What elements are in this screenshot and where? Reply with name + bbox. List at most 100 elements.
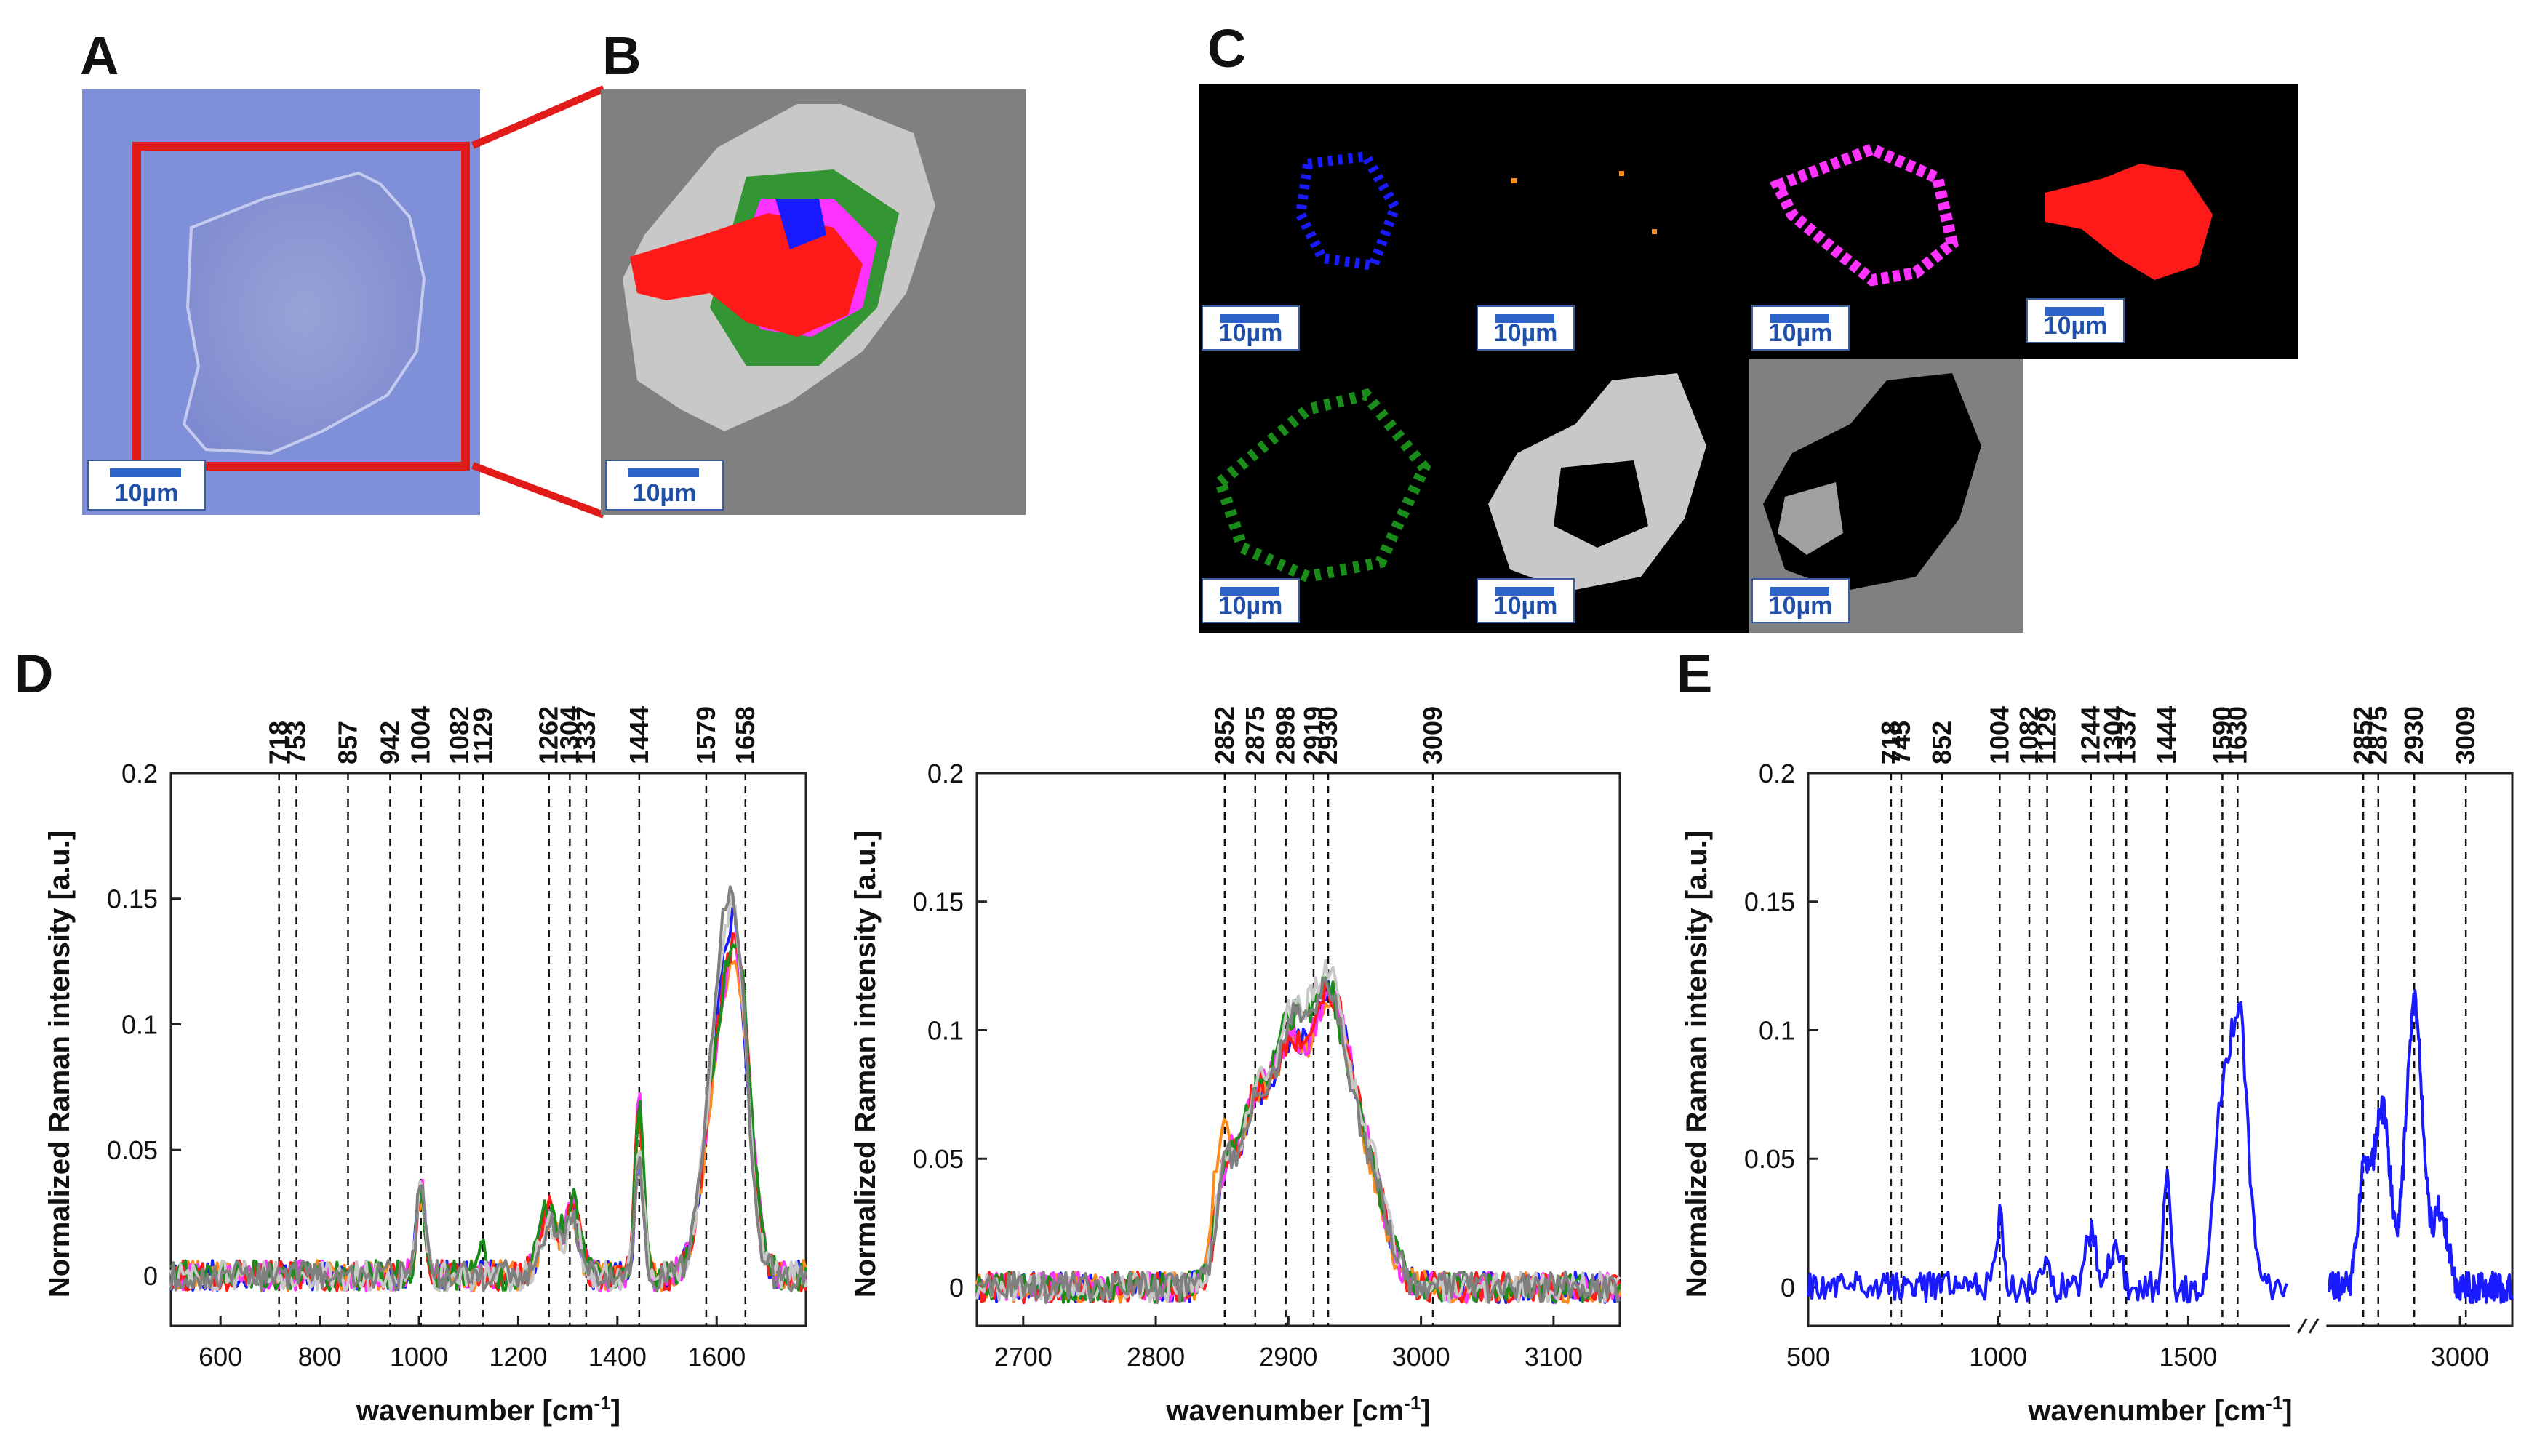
- D-right-xtick-label-4: 3100: [1525, 1342, 1583, 1372]
- D-right-peak-label-3: 2919: [1298, 706, 1328, 764]
- component-map-red-svg: [2045, 164, 2213, 280]
- E-peak-label-2: 852: [1927, 721, 1957, 764]
- D-left-peak-label-11: 1579: [691, 706, 721, 764]
- E-peak-label-9: 1444: [2152, 706, 2181, 764]
- E-peak-label-10: 1590: [2207, 706, 2237, 764]
- E-peak-label-7: 1304: [2098, 706, 2128, 764]
- scale-label-c6: 10µm: [1493, 592, 1558, 620]
- D-right-xlabel: wavenumber [cm-1]: [1165, 1392, 1430, 1427]
- E-peak-label-6: 1244: [2076, 706, 2106, 764]
- D-left-peak-label-0: 718: [264, 721, 294, 764]
- E-peak-label-3: 1004: [1984, 706, 2014, 764]
- E-axis-break-mask: [2290, 1317, 2327, 1335]
- D-right-ytick-label-3: 0.15: [913, 887, 964, 917]
- component-map-orange-svg: [1511, 171, 1657, 234]
- D-left-series-gray-0: [169, 885, 807, 1292]
- panel-label-c: C: [1207, 18, 1247, 79]
- D-right-ytick-label-1: 0.05: [913, 1144, 964, 1174]
- E-xtick-label-1: 1000: [1969, 1342, 2027, 1372]
- brightfield-svg: [82, 89, 480, 515]
- scale-label-c5: 10µm: [1218, 592, 1283, 620]
- D-right-ytick-label-2: 0.1: [927, 1015, 964, 1045]
- E-ytick-label-3: 0.15: [1744, 887, 1795, 917]
- D-right-peak-label-0: 2852: [1210, 706, 1239, 764]
- D-left-series-orange-0: [170, 959, 807, 1292]
- component-map-lightgray-svg: [1488, 373, 1706, 591]
- E-axis-break-mark-1: [2296, 1318, 2308, 1334]
- scale-label-b: 10µm: [632, 479, 697, 507]
- scale-bar-a: 10µm: [87, 460, 206, 511]
- D-right-peak-label-5: 3009: [1418, 706, 1447, 764]
- scale-bar-c3: 10µm: [1751, 305, 1850, 351]
- E-peak-label-12: 2852: [2348, 706, 2378, 764]
- cluster-red: [630, 213, 863, 337]
- D-right-peak-label-1: 2875: [1240, 706, 1270, 764]
- E-axis-break-mark-2: [2308, 1318, 2320, 1334]
- scale-label-a: 10µm: [114, 479, 179, 507]
- cluster-map-svg: [623, 104, 935, 431]
- cell-outline: [182, 171, 426, 455]
- scale-label-c1: 10µm: [1218, 319, 1283, 347]
- E-xtick-label-0: 500: [1786, 1342, 1830, 1372]
- E-ytick-label-1: 0.05: [1744, 1144, 1795, 1174]
- scale-label-c2: 10µm: [1493, 319, 1558, 347]
- D-left-ytick-label-0: 0: [143, 1261, 158, 1291]
- scale-bar-c7: 10µm: [1751, 578, 1850, 623]
- D-right-xtick-label-0: 2700: [994, 1342, 1052, 1372]
- D-left-peak-label-10: 1444: [624, 706, 654, 764]
- E-ytick-label-0: 0: [1781, 1273, 1795, 1303]
- E-peak-label-15: 3009: [2450, 706, 2480, 764]
- D-right-ytick-label-4: 0.2: [927, 759, 964, 788]
- E-ytick-label-2: 0.1: [1759, 1015, 1795, 1045]
- scale-label-c7: 10µm: [1768, 592, 1833, 620]
- scale-bar-c2: 10µm: [1477, 305, 1575, 351]
- D-left-xtick-label-0: 600: [199, 1342, 242, 1372]
- cluster-map: [601, 89, 1026, 515]
- E-peak-label-0: 718: [1876, 721, 1906, 764]
- D-right-series-blue-0: [975, 980, 1621, 1304]
- E-series-blue-0: [1807, 1001, 2289, 1304]
- D-left-xtick-label-1: 800: [298, 1342, 342, 1372]
- D-left-ytick-label-2: 0.1: [121, 1009, 158, 1039]
- D-left-ytick-label-4: 0.2: [121, 759, 158, 788]
- D-left-peak-label-5: 1082: [444, 706, 474, 764]
- D-left-peak-label-8: 1304: [554, 706, 584, 764]
- D-left-ylabel: Normalized Raman intensity [a.u.]: [44, 831, 76, 1297]
- panel-label-b: B: [602, 25, 642, 86]
- D-left-peak-label-7: 1262: [534, 706, 564, 764]
- component-map-gray-svg: [1763, 373, 1981, 591]
- D-left-xtick-label-3: 1200: [489, 1342, 547, 1372]
- E-ylabel: Normalized Raman intensity [a.u.]: [1681, 831, 1713, 1297]
- scale-label-c3: 10µm: [1768, 319, 1833, 347]
- D-right-frame: [975, 772, 1621, 1327]
- scale-bar-c1: 10µm: [1202, 305, 1300, 351]
- D-left-peak-label-12: 1658: [730, 706, 760, 764]
- D-left-frame: [169, 772, 807, 1327]
- D-right-series-gray-0: [976, 976, 1621, 1305]
- E-peak-label-4: 1082: [2014, 706, 2044, 764]
- D-left-xtick-label-4: 1400: [588, 1342, 647, 1372]
- scale-bar-c5: 10µm: [1202, 578, 1300, 623]
- E-peak-label-8: 1337: [2111, 706, 2141, 764]
- component-map-green-svg: [1213, 388, 1431, 583]
- D-left-ytick-label-1: 0.05: [107, 1135, 158, 1165]
- D-right-xtick-label-3: 3000: [1392, 1342, 1450, 1372]
- D-left-peak-label-6: 1129: [468, 708, 498, 764]
- scale-label-c4: 10µm: [2043, 312, 2108, 340]
- D-left-ytick-label-3: 0.15: [107, 884, 158, 914]
- E-ytick-label-4: 0.2: [1759, 759, 1795, 788]
- scale-bar-c4: 10µm: [2026, 298, 2125, 343]
- panel-label-e: E: [1677, 644, 1713, 704]
- D-left-xtick-label-5: 1600: [687, 1342, 746, 1372]
- roi-rectangle: [132, 142, 470, 471]
- zoom-lines: [471, 85, 605, 519]
- D-right-peak-label-2: 2898: [1271, 706, 1301, 764]
- D-right-peak-label-4: 2930: [1313, 706, 1343, 764]
- D-left-peak-label-4: 1004: [406, 706, 436, 764]
- E-frame: [1807, 772, 2514, 1327]
- D-right-xtick-label-1: 2800: [1127, 1342, 1185, 1372]
- brightfield-image: [82, 89, 480, 515]
- scale-bar-b: 10µm: [605, 460, 724, 511]
- D-left-xtick-label-2: 1000: [390, 1342, 448, 1372]
